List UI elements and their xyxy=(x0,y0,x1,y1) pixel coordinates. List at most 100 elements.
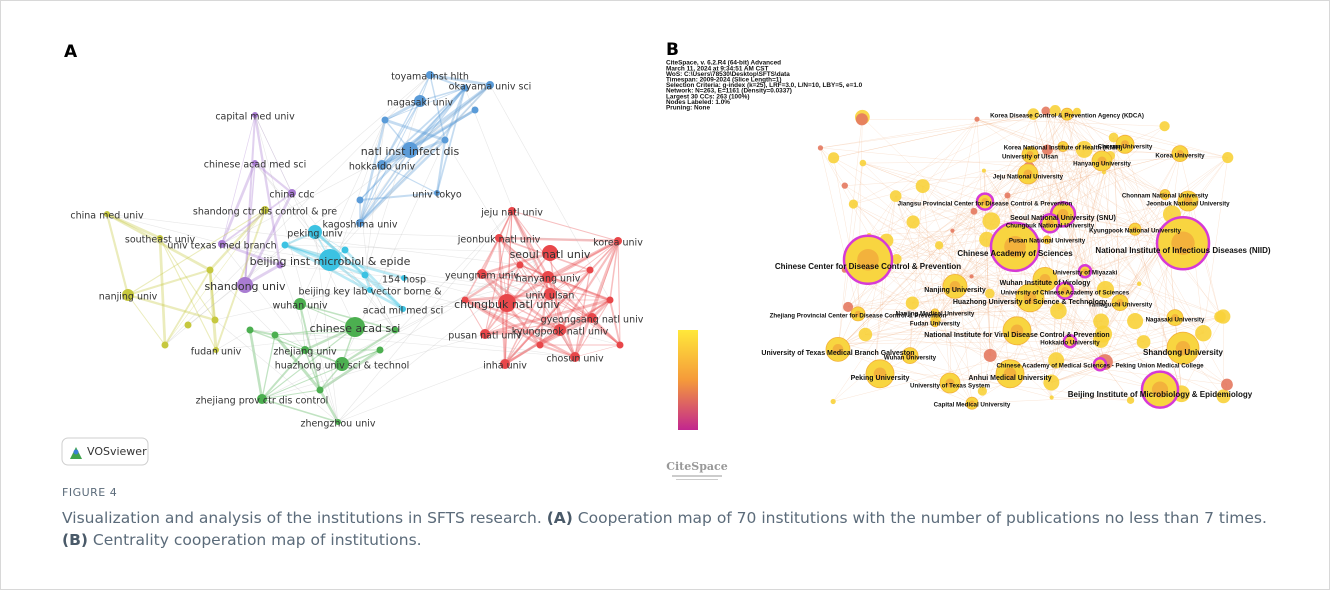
node-core xyxy=(1151,381,1169,398)
edge xyxy=(574,269,591,358)
node xyxy=(542,271,554,283)
edge xyxy=(299,119,386,305)
edge xyxy=(435,139,447,194)
node-label: okayama univ sci xyxy=(449,82,532,93)
edge xyxy=(1029,297,1121,303)
edge xyxy=(498,237,508,304)
node xyxy=(1049,105,1061,117)
edge xyxy=(359,139,446,224)
node-core xyxy=(1171,231,1195,255)
edge xyxy=(354,326,576,358)
edge xyxy=(504,302,508,365)
node-core xyxy=(1023,169,1033,179)
caption-part: Cooperation map of 70 institutions with … xyxy=(572,509,1272,527)
node-core xyxy=(1120,140,1130,149)
edge xyxy=(977,118,1165,127)
node-label: University of Chinese Academy of Science… xyxy=(1001,290,1130,297)
edge xyxy=(299,303,396,331)
edge xyxy=(279,264,339,423)
edge xyxy=(1134,229,1182,394)
edge xyxy=(215,329,396,351)
caption-part: (A) xyxy=(546,509,573,527)
edge xyxy=(1066,114,1165,245)
node xyxy=(848,199,858,209)
edge xyxy=(862,160,1103,164)
node-label: chinese acad med sci xyxy=(204,160,306,171)
node xyxy=(544,288,556,300)
node-core xyxy=(1183,196,1193,206)
edge xyxy=(409,109,476,151)
edge xyxy=(820,147,936,323)
node xyxy=(828,152,840,164)
edge xyxy=(209,209,266,271)
edge xyxy=(912,221,1011,374)
edge xyxy=(304,119,386,351)
edge xyxy=(314,231,366,276)
node-core xyxy=(1045,219,1055,228)
edge xyxy=(429,74,446,141)
edge xyxy=(1101,316,1224,322)
edge xyxy=(971,276,1176,318)
edge xyxy=(1047,149,1165,245)
node-label: acad mil med sci xyxy=(363,306,443,317)
node xyxy=(536,341,544,349)
edge xyxy=(949,230,953,384)
node xyxy=(316,386,324,394)
node xyxy=(570,352,580,362)
edge xyxy=(935,319,1161,390)
edge xyxy=(820,147,990,294)
edge xyxy=(127,294,166,346)
node-label: zhengzhou univ xyxy=(300,419,375,430)
node xyxy=(983,348,997,362)
citespace-logo: CiteSpace xyxy=(666,460,727,473)
node-core xyxy=(1003,367,1017,381)
citespace-header: Pruning: None xyxy=(666,104,710,111)
node xyxy=(984,288,995,299)
node-label: Hanyang University xyxy=(1073,161,1131,168)
edge xyxy=(244,162,256,286)
node xyxy=(1093,332,1109,348)
edge xyxy=(254,162,331,261)
edge xyxy=(549,240,619,295)
edge xyxy=(381,83,491,167)
edge xyxy=(549,293,593,319)
edge xyxy=(547,275,611,302)
node-core xyxy=(949,281,961,292)
edge xyxy=(1105,214,1173,290)
edge xyxy=(261,252,551,400)
edge xyxy=(519,264,561,331)
node-label: shandong univ xyxy=(204,280,286,293)
node xyxy=(858,327,873,342)
edge xyxy=(304,349,321,391)
node-label: southeast univ xyxy=(125,235,196,246)
edge xyxy=(976,118,1189,202)
edge xyxy=(609,240,619,301)
edge xyxy=(1124,144,1176,318)
edge xyxy=(1009,363,1101,375)
node xyxy=(586,266,594,274)
edge xyxy=(1119,302,1204,334)
edge xyxy=(419,87,466,102)
node xyxy=(271,331,279,339)
node xyxy=(1222,151,1234,164)
edge xyxy=(261,389,321,400)
edge xyxy=(1083,149,1106,290)
node-label: Anhui Medical University xyxy=(968,375,1051,382)
edge xyxy=(364,100,421,276)
edge xyxy=(1064,155,1111,291)
edge xyxy=(1101,160,1228,385)
node-core xyxy=(1162,192,1168,197)
edge xyxy=(243,192,294,286)
edge xyxy=(254,114,339,423)
edge xyxy=(990,355,1161,390)
edge xyxy=(159,237,217,351)
edge xyxy=(1062,146,1102,341)
edge xyxy=(1134,153,1181,230)
edge xyxy=(1113,137,1121,303)
edge xyxy=(538,276,550,346)
node-label: Capital Medical University xyxy=(934,402,1011,409)
node-label: Korea National Institute of Health (KNIH… xyxy=(1004,145,1123,152)
edge xyxy=(1045,110,1111,156)
edge xyxy=(949,306,1061,384)
node-core xyxy=(1082,268,1088,274)
